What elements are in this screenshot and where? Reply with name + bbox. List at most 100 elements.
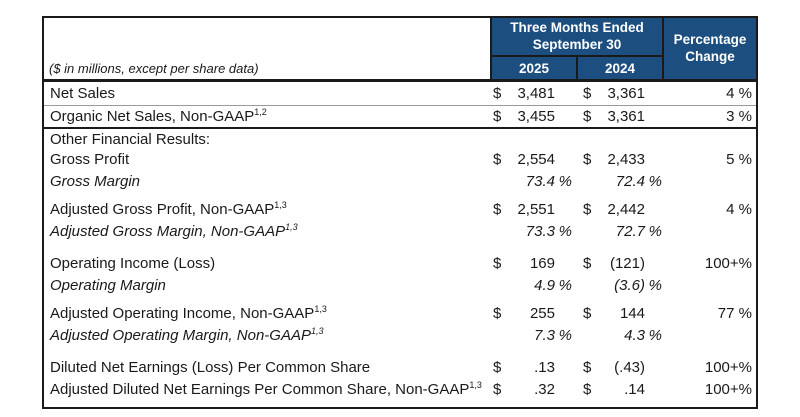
table-row: Adjusted Operating Income, Non-GAAP1,3 $… [44, 303, 756, 325]
percentage-change-value [662, 325, 756, 347]
value-2025: 2,551 [517, 201, 555, 218]
table-row: Adjusted Gross Profit, Non-GAAP1,3 $ 2,5… [44, 199, 756, 221]
row-label: Gross Profit [50, 151, 130, 168]
usd-symbol-2024: $ [583, 255, 592, 272]
percent-suffix-2025 [555, 379, 572, 401]
percent-suffix-2024: % [648, 173, 662, 190]
row-label-superscript: 1,3 [469, 380, 482, 390]
usd-symbol-2024 [583, 325, 597, 347]
row-label-superscript: 1,3 [285, 222, 298, 232]
percentage-change-value: 100+% [704, 359, 752, 376]
percent-suffix-2025 [555, 106, 572, 127]
percent-suffix-2025: % [558, 173, 572, 190]
year-2025-header: 2025 [518, 60, 550, 76]
row-label: Operating Margin [50, 277, 166, 294]
usd-symbol-2024 [583, 129, 597, 149]
percent-suffix-2024 [645, 83, 662, 105]
value-2024: (3.6) [614, 277, 645, 294]
year-headers: 2025 2024 [492, 57, 662, 79]
table-row: Gross Margin 73.4 % 72.4 % [44, 171, 756, 193]
usd-symbol-2025: $ [493, 305, 502, 322]
percent-suffix-2024 [645, 303, 662, 325]
percent-suffix-2025: % [558, 327, 572, 344]
percent-suffix-2025 [555, 129, 572, 149]
value-2024: (.43) [614, 359, 645, 376]
value-2025: 2,554 [517, 151, 555, 168]
percent-suffix-2024: % [648, 223, 662, 240]
usd-symbol-2025: $ [493, 359, 502, 376]
row-label: Adjusted Operating Margin, Non-GAAP [50, 327, 311, 344]
table-row: Gross Profit $ 2,554 $ 2,433 5 % [44, 149, 756, 171]
usd-symbol-2024 [583, 275, 597, 297]
usd-symbol-2024 [583, 171, 597, 193]
usd-symbol-2025: $ [493, 255, 502, 272]
usd-symbol-2024: $ [583, 108, 592, 125]
percentage-change-value [662, 129, 756, 149]
percent-suffix-2025 [555, 149, 572, 171]
table-row: Other Financial Results: [44, 127, 756, 149]
percentage-change-value: 3 % [726, 108, 752, 125]
table-row: Adjusted Operating Margin, Non-GAAP1,3 7… [44, 325, 756, 347]
value-2024: 144 [619, 305, 645, 322]
value-2025: .13 [534, 359, 555, 376]
value-2024: 2,442 [607, 201, 645, 218]
usd-symbol-2025: $ [493, 85, 502, 102]
percentage-change-value: 4 % [726, 85, 752, 102]
percent-suffix-2025 [555, 303, 572, 325]
percent-suffix-2024 [645, 357, 662, 379]
usd-symbol-2024: $ [583, 201, 592, 218]
percentage-change-value: 100+% [704, 381, 752, 398]
year-2024-header: 2024 [576, 57, 662, 79]
percent-suffix-2025: % [558, 223, 572, 240]
value-2024: 4.3 [624, 327, 645, 344]
row-label: Operating Income (Loss) [50, 255, 216, 272]
value-2025: 3,481 [517, 85, 555, 102]
table-note-cell: ($ in millions, except per share data) [44, 18, 490, 79]
value-2025: 73.3 [525, 223, 555, 240]
percentage-change-value: 5 % [726, 151, 752, 168]
table-row: Net Sales $ 3,481 $ 3,361 4 % [44, 83, 756, 105]
percent-suffix-2024 [645, 149, 662, 171]
usd-symbol-2025 [493, 221, 507, 243]
row-label-cell: Adjusted Gross Profit, Non-GAAP1,3 [44, 199, 493, 221]
row-label-cell: Adjusted Diluted Net Earnings Per Common… [44, 379, 493, 401]
value-2025: 3,455 [517, 108, 555, 125]
row-label: Adjusted Diluted Net Earnings Per Common… [50, 381, 470, 398]
row-label-cell: Diluted Net Earnings (Loss) Per Common S… [44, 357, 493, 379]
row-label-cell: Net Sales [44, 83, 493, 105]
value-2024: 2,433 [607, 151, 645, 168]
percent-suffix-2024 [645, 106, 662, 127]
usd-symbol-2025: $ [493, 108, 502, 125]
row-label-cell: Gross Profit [44, 149, 493, 171]
percent-suffix-2024 [645, 253, 662, 275]
usd-symbol-2025 [493, 129, 507, 149]
percentage-change-value [662, 275, 756, 297]
value-2024: 72.7 [615, 223, 645, 240]
percent-suffix-2025 [555, 199, 572, 221]
row-label: Other Financial Results: [50, 131, 211, 148]
value-2025: 255 [529, 305, 555, 322]
row-label-superscript: 1,3 [314, 304, 327, 314]
usd-symbol-2024: $ [583, 305, 592, 322]
usd-symbol-2024: $ [583, 359, 592, 376]
percentage-change-value [662, 171, 756, 193]
percentage-change-value: 77 % [717, 305, 752, 322]
value-2024: .14 [624, 381, 645, 398]
value-2024 [597, 129, 645, 149]
units-note: ($ in millions, except per share data) [49, 61, 259, 76]
percent-suffix-2024 [645, 379, 662, 401]
value-2025: .32 [534, 381, 555, 398]
percent-suffix-2024: % [648, 327, 662, 344]
usd-symbol-2025: $ [493, 381, 502, 398]
row-label-superscript: 1,3 [274, 200, 287, 210]
percent-suffix-2025 [555, 357, 572, 379]
percent-suffix-2024 [645, 199, 662, 221]
value-2024: 72.4 [615, 173, 645, 190]
usd-symbol-2025: $ [493, 151, 502, 168]
period-header: Three Months Ended September 30 [492, 18, 662, 57]
value-2025: 73.4 [525, 173, 555, 190]
financial-results-table: ($ in millions, except per share data) T… [42, 16, 758, 409]
row-label: Diluted Net Earnings (Loss) Per Common S… [50, 359, 371, 376]
row-label-superscript: 1,2 [254, 107, 267, 117]
